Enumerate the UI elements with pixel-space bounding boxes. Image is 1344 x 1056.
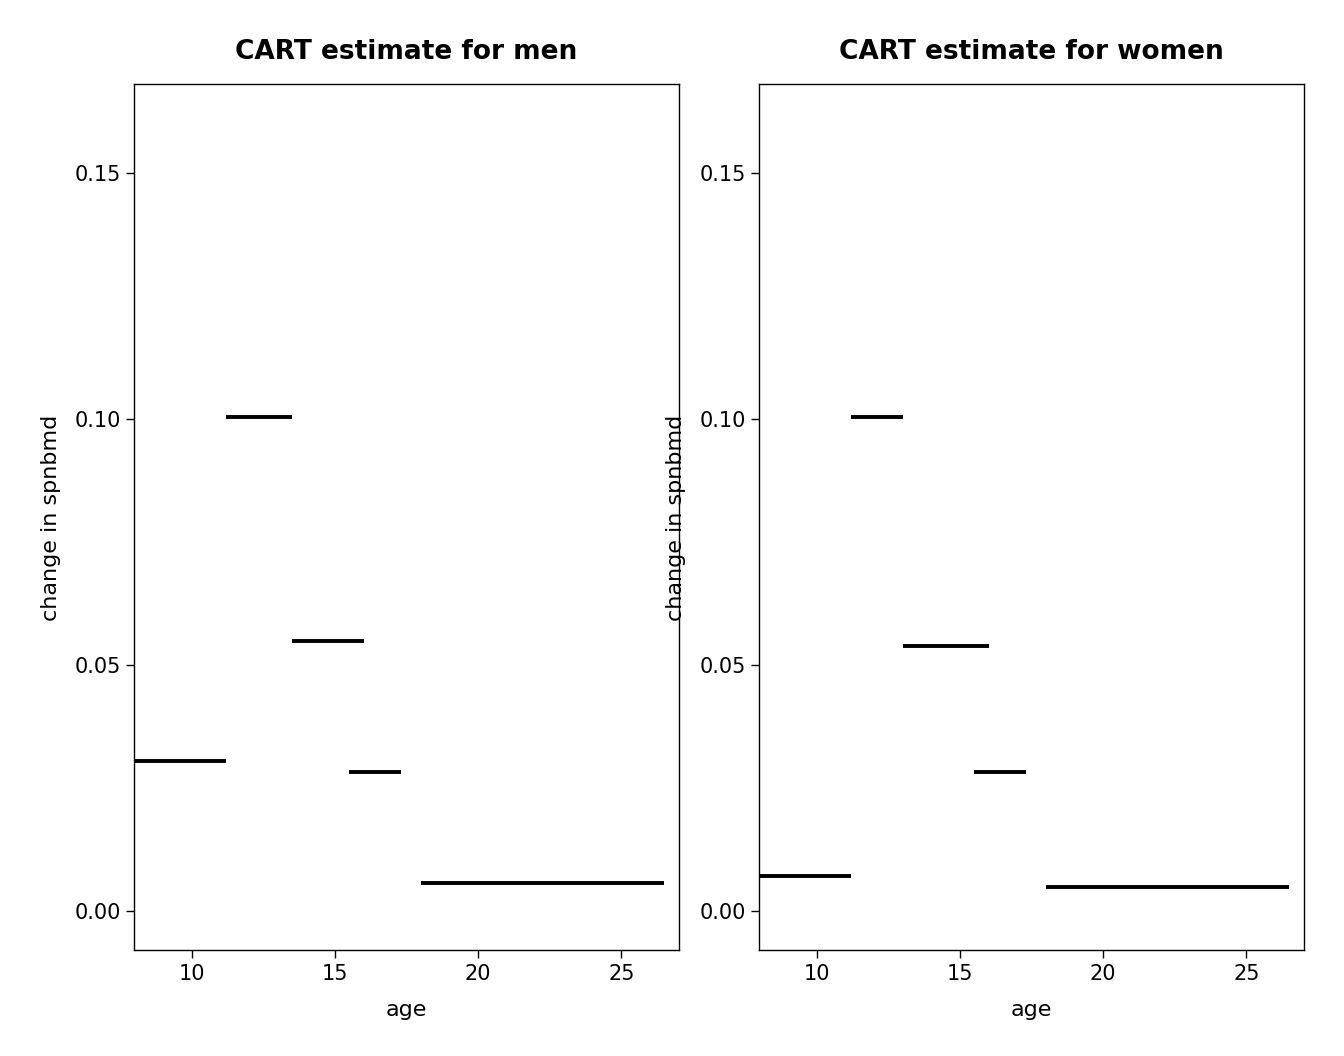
Title: CART estimate for men: CART estimate for men [235,39,578,65]
Y-axis label: change in spnbmd: change in spnbmd [40,414,60,621]
Title: CART estimate for women: CART estimate for women [839,39,1224,65]
X-axis label: age: age [1011,1000,1052,1020]
X-axis label: age: age [386,1000,427,1020]
Y-axis label: change in spnbmd: change in spnbmd [665,414,685,621]
